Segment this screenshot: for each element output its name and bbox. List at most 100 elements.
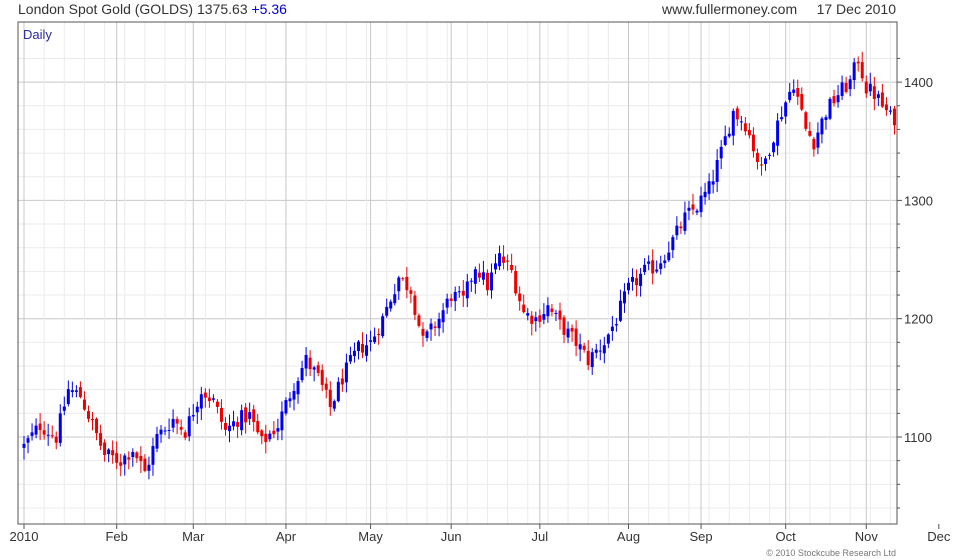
candle-up xyxy=(211,398,215,400)
candle-up xyxy=(163,430,167,432)
x-tick-label: Oct xyxy=(776,529,797,544)
candle-up xyxy=(296,381,300,395)
x-tick-label: Sep xyxy=(689,529,712,544)
candle-down xyxy=(880,92,884,107)
candle-up xyxy=(240,410,244,431)
candle-down xyxy=(550,308,554,312)
candle-down xyxy=(574,328,578,346)
candle-up xyxy=(683,212,687,231)
candle-up xyxy=(344,362,348,383)
candle-up xyxy=(526,313,530,316)
x-axis: 2010 Feb Mar Apr May Jun Jul Aug Sep Oct Nov Dec xyxy=(10,524,951,544)
candle-down xyxy=(860,62,864,79)
candle-down xyxy=(377,334,381,336)
candle-down xyxy=(320,369,324,385)
candle-up xyxy=(727,133,731,137)
candle-up xyxy=(715,160,719,182)
candle-down xyxy=(872,86,876,99)
candle-up xyxy=(66,389,70,405)
candle-down xyxy=(518,293,522,302)
candle-up xyxy=(58,413,62,443)
candle-up xyxy=(151,445,155,465)
candle-up xyxy=(228,425,232,432)
candle-down xyxy=(82,399,86,410)
candle-down xyxy=(203,392,207,398)
candle-down xyxy=(143,458,147,471)
candle-down xyxy=(256,421,260,433)
candle-down xyxy=(224,422,227,430)
candle-down xyxy=(219,407,223,422)
candle-down xyxy=(95,418,99,434)
candle-up xyxy=(820,118,824,135)
candle-up xyxy=(719,146,723,159)
candle-down xyxy=(42,430,46,435)
candle-down xyxy=(433,326,437,328)
candle-up xyxy=(546,305,550,317)
candle-up xyxy=(610,326,614,331)
candle-down xyxy=(812,138,816,150)
candle-down xyxy=(651,260,655,274)
candle-down xyxy=(135,452,139,459)
candle-down xyxy=(570,327,574,332)
candle-up xyxy=(788,91,792,100)
candle-up xyxy=(123,455,127,465)
candle-down xyxy=(244,407,248,423)
candle-down xyxy=(755,152,759,163)
candle-up xyxy=(848,79,852,90)
candle-up xyxy=(655,269,659,272)
candle-down xyxy=(735,108,739,120)
candle-up xyxy=(627,282,630,291)
x-tick-label: Aug xyxy=(617,529,640,544)
candle-up xyxy=(816,132,820,148)
candle-up xyxy=(868,83,872,92)
candle-up xyxy=(425,331,429,338)
candle-down xyxy=(260,430,264,437)
x-tick-label: Dec xyxy=(927,529,951,544)
candle-up xyxy=(356,341,360,352)
candle-up xyxy=(473,269,477,284)
candle-up xyxy=(300,368,304,381)
instrument-name: London Spot Gold (GOLDS) xyxy=(18,1,194,17)
y-axis: 1100 1200 1300 1400 xyxy=(897,57,933,509)
candle-down xyxy=(461,290,465,296)
candle-up xyxy=(292,391,296,400)
candle-down xyxy=(747,130,751,136)
candle-down xyxy=(586,350,590,366)
x-tick-label: Feb xyxy=(105,529,127,544)
candle-up xyxy=(828,98,832,119)
candle-up xyxy=(26,438,30,443)
candle-up xyxy=(147,464,151,471)
chart-header-right: www.fullermoney.com 17 Dec 2010 xyxy=(662,1,896,17)
candle-up xyxy=(643,264,647,273)
candle-down xyxy=(743,123,747,132)
candle-down xyxy=(119,462,123,466)
candle-up xyxy=(776,120,780,146)
candle-up xyxy=(352,350,356,357)
candle-up xyxy=(288,398,292,402)
candle-down xyxy=(78,387,82,397)
candle-up xyxy=(618,300,622,321)
candle-up xyxy=(369,340,373,342)
candle-down xyxy=(421,328,425,336)
candle-up xyxy=(639,273,643,286)
candle-down xyxy=(506,260,510,262)
candle-down xyxy=(409,290,413,294)
candle-down xyxy=(808,130,812,136)
candle-up xyxy=(429,323,433,330)
candle-up xyxy=(840,82,844,96)
candle-down xyxy=(449,298,453,301)
copyright-note: © 2010 Stockcube Research Ltd xyxy=(766,548,896,558)
grid-lines xyxy=(18,22,897,524)
candle-up xyxy=(739,121,743,123)
candle-down xyxy=(796,87,800,97)
candle-up xyxy=(70,390,74,392)
candle-up xyxy=(542,314,546,320)
candle-down xyxy=(514,270,518,294)
candle-down xyxy=(510,264,514,271)
candle-up xyxy=(232,421,236,427)
candle-up xyxy=(481,272,485,280)
candle-up xyxy=(155,433,159,449)
y-tick-label: 1100 xyxy=(904,430,932,445)
candle-up xyxy=(554,312,558,314)
candle-up xyxy=(465,281,469,299)
